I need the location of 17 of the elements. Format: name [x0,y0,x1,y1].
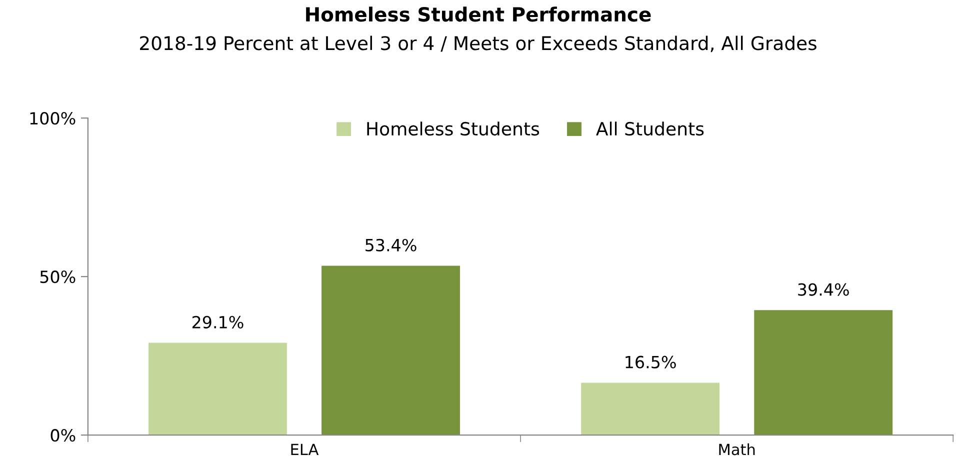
data-label: 29.1% [192,316,244,328]
bar [581,382,720,436]
chart-subtitle: 2018-19 Percent at Level 3 or 4 / Meets or Exceeds Standard, All Grades [140,36,816,52]
data-label: 39.4% [798,283,849,296]
x-tick-label: ELA [291,444,319,456]
x-tick-label: Math [719,443,755,456]
bar [754,310,893,436]
bar [148,342,287,436]
bar [322,266,460,436]
data-label: 53.4% [366,238,416,252]
y-tick-label: 50% [40,270,76,284]
legend-label: Homeless Students [367,122,540,136]
chart-title: Homeless Student Performance [306,6,651,22]
legend-label: All Students [596,122,704,136]
y-tick-label: 0% [50,429,76,442]
data-label: 16.5% [626,356,676,368]
y-tick-label: 100% [30,112,76,125]
